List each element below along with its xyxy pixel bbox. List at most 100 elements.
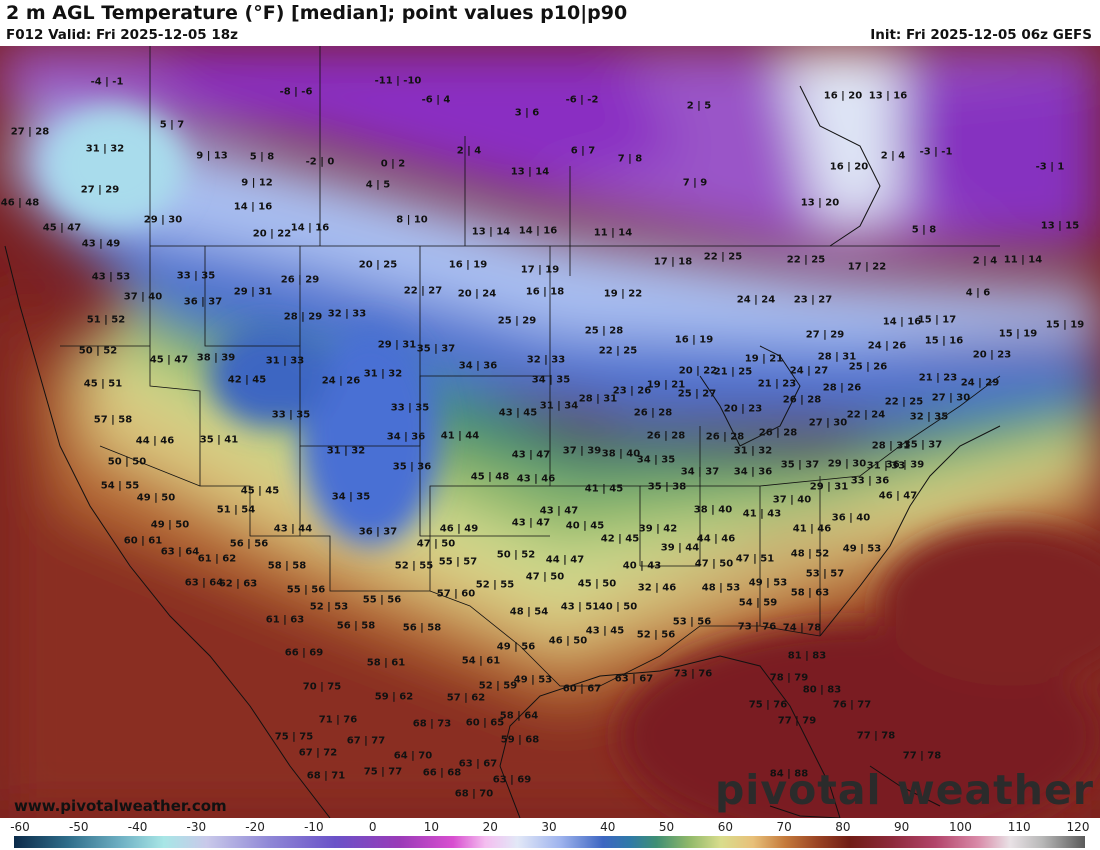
point-value: 24 | 29 — [960, 377, 1000, 389]
point-value: 24 | 27 — [789, 365, 829, 377]
valid-time: F012 Valid: Fri 2025-12-05 18z — [6, 27, 238, 43]
point-value: 29 | 31 — [809, 481, 849, 493]
point-value: 40 | 45 — [565, 520, 605, 532]
colorbar-tick: -50 — [68, 820, 89, 834]
point-value: 45 | 50 — [577, 578, 617, 590]
point-value: 53 | 57 — [805, 568, 845, 580]
point-value: 58 | 63 — [790, 587, 830, 599]
point-value: 4 | 6 — [965, 287, 991, 299]
point-value: -8 | -6 — [279, 86, 313, 98]
point-value: 15 | 19 — [998, 328, 1038, 340]
point-value: 70 | 75 — [302, 681, 342, 693]
point-value: 49 | 53 — [513, 674, 553, 686]
point-value: 77 | 78 — [902, 750, 942, 762]
point-value: 5 | 8 — [249, 151, 275, 163]
point-value: 54 | 59 — [738, 597, 778, 609]
point-value: 55 | 56 — [286, 584, 326, 596]
colorbar-tick: 110 — [1007, 820, 1031, 834]
point-value: 29 | 30 — [143, 214, 183, 226]
point-value: 15 | 17 — [917, 314, 957, 326]
point-value: 38 | 40 — [601, 448, 641, 460]
point-value: 34 | 37 — [680, 466, 720, 478]
point-value: 26 | 28 — [705, 431, 745, 443]
point-value: 27 | 29 — [805, 329, 845, 341]
point-value: 28 | 31 — [817, 351, 857, 363]
colorbar-tick: 0 — [368, 820, 377, 834]
point-value: 62 | 63 — [218, 578, 258, 590]
point-value: 20 | 24 — [457, 288, 497, 300]
point-value: 46 | 47 — [878, 490, 918, 502]
point-value: 45 | 48 — [470, 471, 510, 483]
point-value: 45 | 47 — [42, 222, 82, 234]
point-value: 42 | 45 — [600, 533, 640, 545]
point-value: 36 | 40 — [831, 512, 871, 524]
temperature-map[interactable] — [0, 46, 1100, 818]
point-value: 74 | 78 — [782, 622, 822, 634]
point-value: 43 | 47 — [511, 517, 551, 529]
point-value: 75 | 76 — [748, 699, 788, 711]
point-value: 20 | 22 — [678, 365, 718, 377]
colorbar-tick: -40 — [127, 820, 148, 834]
point-value: 35 | 36 — [392, 461, 432, 473]
point-value: 50 | 52 — [496, 549, 536, 561]
point-value: 20 | 23 — [972, 349, 1012, 361]
point-value: 36 | 37 — [358, 526, 398, 538]
point-value: 2 | 4 — [880, 150, 906, 162]
point-value: 63 | 69 — [492, 774, 532, 786]
point-value: 27 | 29 — [80, 184, 120, 196]
point-value: 45 | 47 — [149, 354, 189, 366]
point-value: 14 | 16 — [882, 316, 922, 328]
point-value: 52 | 55 — [394, 560, 434, 572]
point-value: 43 | 47 — [511, 449, 551, 461]
point-value: 28 | 31 — [871, 440, 911, 452]
point-value: 63 | 67 — [458, 758, 498, 770]
point-value: 42 | 45 — [227, 374, 267, 386]
colorbar-tick: 100 — [948, 820, 972, 834]
point-value: 37 | 39 — [562, 445, 602, 457]
point-value: 27 | 30 — [931, 392, 971, 404]
point-value: 35 | 37 — [903, 439, 943, 451]
point-value: 16 | 19 — [448, 259, 488, 271]
colorbar-tick: 90 — [894, 820, 910, 834]
colorbar-tick: 60 — [717, 820, 733, 834]
point-value: 47 | 50 — [694, 558, 734, 570]
point-value: 31 | 33 — [866, 460, 906, 472]
point-value: 26 | 29 — [280, 274, 320, 286]
point-value: 31 | 34 — [539, 400, 579, 412]
point-value: 5 | 8 — [911, 224, 937, 236]
colorbar-tick: -10 — [304, 820, 324, 834]
point-value: 48 | 53 — [701, 582, 741, 594]
point-value: 13 | 14 — [510, 166, 550, 178]
point-value: 52 | 53 — [309, 601, 349, 613]
point-value: 43 | 51 — [560, 601, 600, 613]
brand-logo: pivotal weather — [714, 766, 1094, 814]
point-value: 34 | 35 — [531, 374, 571, 386]
point-value: 35 | 37 — [780, 459, 820, 471]
point-value: 49 | 53 — [842, 543, 882, 555]
point-value: 20 | 23 — [723, 403, 763, 415]
point-value: 26 | 28 — [758, 427, 798, 439]
point-value: 32 | 46 — [637, 582, 677, 594]
point-value: -3 | -1 — [919, 146, 953, 158]
point-value: 7 | 8 — [617, 153, 643, 165]
point-value: 44 | 46 — [135, 435, 175, 447]
colorbar-tick: 120 — [1066, 820, 1090, 834]
point-value: 16 | 19 — [674, 334, 714, 346]
point-value: 54 | 55 — [100, 480, 140, 492]
point-value: 22 | 27 — [403, 285, 443, 297]
point-value: 28 | 26 — [822, 382, 862, 394]
header: 2 m AGL Temperature (°F) [median]; point… — [0, 0, 1100, 46]
point-value: 29 | 30 — [827, 458, 867, 470]
point-value: 75 | 75 — [274, 731, 314, 743]
point-value: 81 | 83 — [787, 650, 827, 662]
colorbar-tick: 10 — [423, 820, 440, 834]
point-value: 31 | 32 — [733, 445, 773, 457]
point-value: 54 | 61 — [461, 655, 501, 667]
point-value: 51 | 52 — [86, 314, 126, 326]
point-value: 25 | 29 — [497, 315, 537, 327]
point-value: 45 | 45 — [240, 485, 280, 497]
point-value: 4 | 5 — [365, 179, 391, 191]
point-value: 2 | 4 — [972, 255, 998, 267]
point-value: 58 | 64 — [499, 710, 539, 722]
point-value: 63 | 67 — [614, 673, 654, 685]
